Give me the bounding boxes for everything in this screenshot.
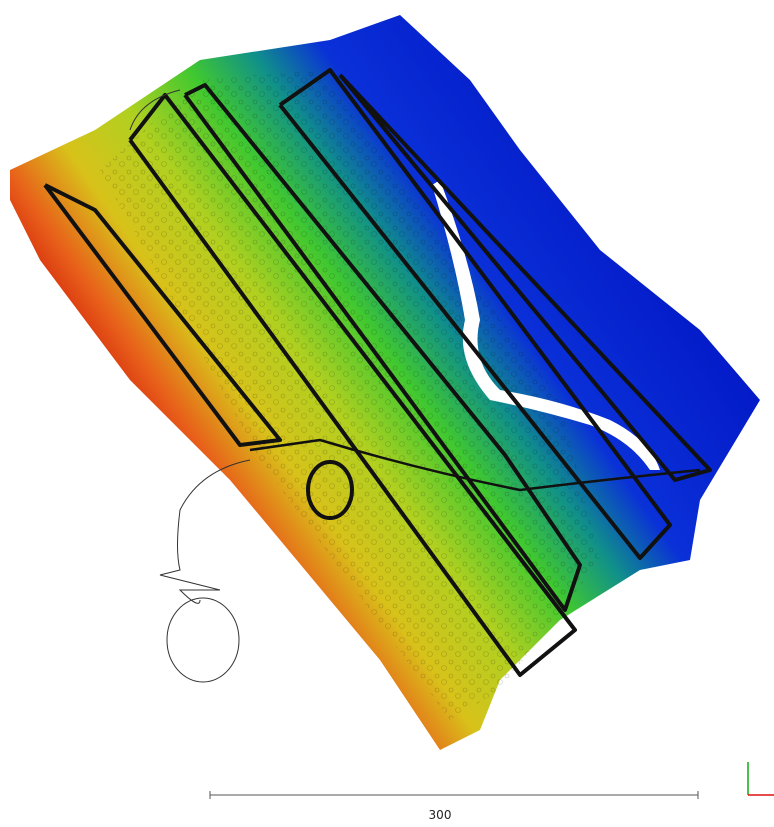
axis-indicator [747,762,774,796]
strip [43,183,282,447]
scale-label: 300 [429,808,452,822]
flight-lines [43,68,712,677]
ground-track [129,89,251,683]
strip [278,68,672,560]
strip [128,93,577,677]
turn [249,438,701,492]
contour-texture [100,70,600,720]
gap [432,180,660,470]
scale-bar [209,791,699,799]
strip [338,73,712,482]
turn [306,460,354,520]
track [129,89,251,604]
strip [183,83,582,612]
track-loop [166,597,240,683]
